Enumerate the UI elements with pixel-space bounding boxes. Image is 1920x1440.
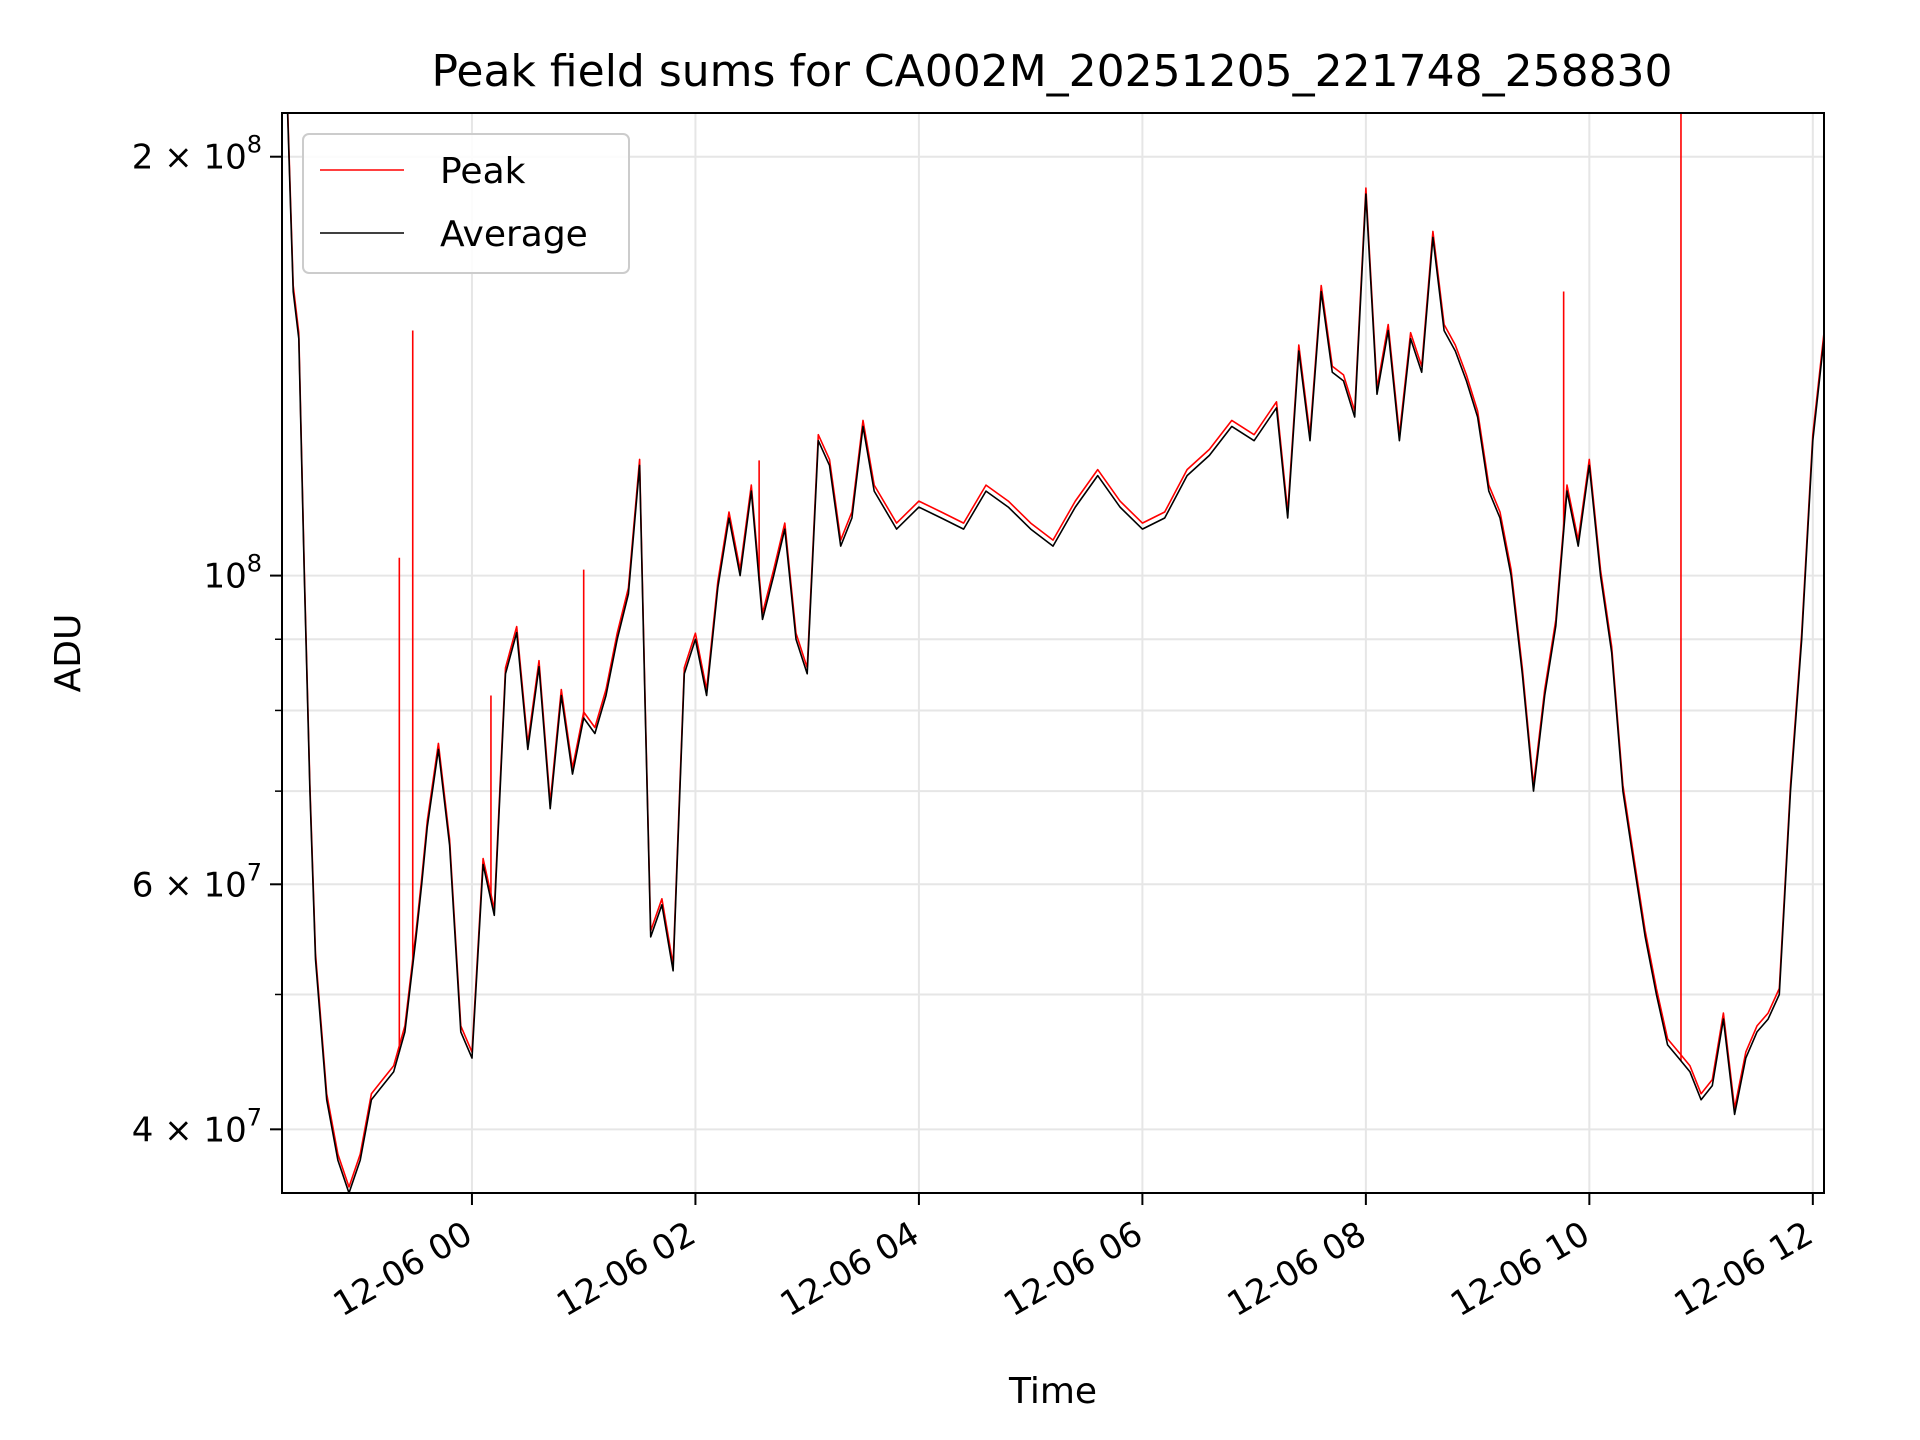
y-tick-label: 6 × 107: [132, 858, 262, 905]
y-axis-label: ADU: [48, 614, 89, 693]
chart-title: Peak field sums for CA002M_20251205_2217…: [431, 46, 1672, 97]
legend-label-average: Average: [440, 214, 588, 255]
y-tick-label: 4 × 107: [132, 1103, 262, 1150]
x-axis-label: Time: [1008, 1371, 1097, 1412]
legend-label-peak: Peak: [440, 151, 526, 192]
legend: Peak Average: [302, 133, 630, 274]
grid: [282, 113, 1824, 1193]
legend-box: [302, 133, 630, 274]
y-tick-label: 2 × 108: [132, 131, 262, 178]
average-series-line: [286, 113, 1824, 1193]
plot-frame: [281, 112, 1825, 1194]
y-axis: 4 × 107 6 × 107 108 2 × 108: [132, 131, 282, 1150]
y-tick-label: 108: [203, 550, 262, 597]
series-group: [286, 113, 1824, 1193]
